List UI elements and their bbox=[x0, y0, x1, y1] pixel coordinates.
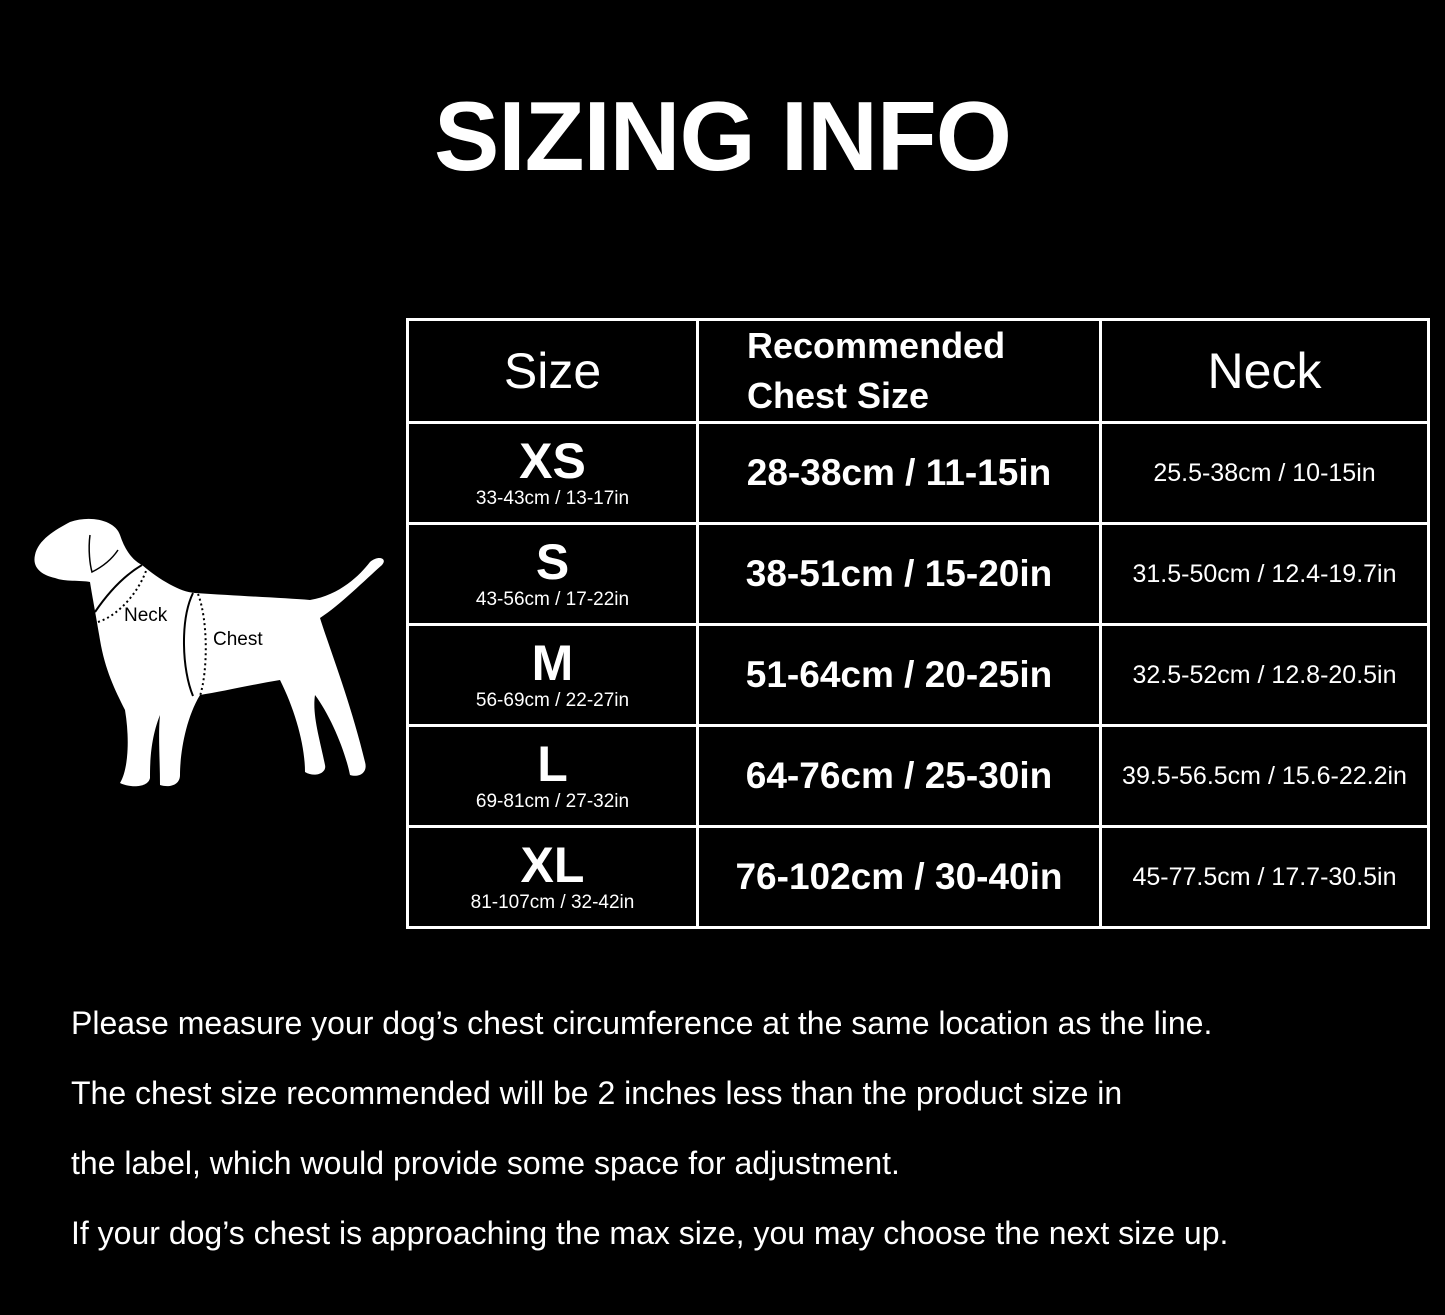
product-size: 56-69cm / 22-27in bbox=[475, 690, 630, 711]
page-title: SIZING INFO bbox=[434, 81, 1012, 191]
neck-cell: 25.5-38cm / 10-15in bbox=[1099, 421, 1430, 525]
table-row: XL 81-107cm / 32-42in 76-102cm / 30-40in … bbox=[406, 825, 1430, 929]
chest-cell: 28-38cm / 11-15in bbox=[696, 421, 1102, 525]
neck-cell: 39.5-56.5cm / 15.6-22.2in bbox=[1099, 724, 1430, 828]
size-table: Size Recommended Chest Size Neck XS 33-43c… bbox=[406, 318, 1430, 929]
note-line: If your dog’s chest is approaching the m… bbox=[71, 1215, 1229, 1251]
size-cell: L 69-81cm / 27-32in bbox=[406, 724, 699, 828]
table-row: S 43-56cm / 17-22in 38-51cm / 15-20in 31.… bbox=[406, 522, 1430, 626]
neck-dotted-line bbox=[97, 567, 148, 623]
chest-dotted-line bbox=[197, 593, 207, 697]
note-line: Please measure your dog’s chest circumfe… bbox=[71, 1005, 1213, 1041]
neck-label: Neck bbox=[124, 605, 168, 626]
header-chest: Recommended Chest Size bbox=[696, 318, 1102, 424]
table-header-row: Size Recommended Chest Size Neck bbox=[406, 318, 1430, 424]
size-cell: M 56-69cm / 22-27in bbox=[406, 623, 699, 727]
note-line: the label, which would provide some spac… bbox=[71, 1145, 900, 1181]
table-row: M 56-69cm / 22-27in 51-64cm / 20-25in 32.… bbox=[406, 623, 1430, 727]
header-size: Size bbox=[406, 318, 699, 424]
note-line: The chest size recommended will be 2 inc… bbox=[71, 1075, 1123, 1111]
size-label: M bbox=[531, 635, 574, 691]
neck-cell: 32.5-52cm / 12.8-20.5in bbox=[1099, 623, 1430, 727]
neck-line bbox=[94, 564, 143, 613]
chest-cell: 64-76cm / 25-30in bbox=[696, 724, 1102, 828]
header-chest-line2: Chest Size bbox=[747, 375, 930, 416]
dog-ear bbox=[88, 534, 119, 574]
neck-cell: 45-77.5cm / 17.7-30.5in bbox=[1099, 825, 1430, 929]
table-row: XS 33-43cm / 13-17in 28-38cm / 11-15in 25… bbox=[406, 421, 1430, 525]
product-size: 69-81cm / 27-32in bbox=[475, 791, 630, 812]
dog-silhouette bbox=[34, 518, 384, 787]
chest-cell: 38-51cm / 15-20in bbox=[696, 522, 1102, 626]
product-size: 33-43cm / 13-17in bbox=[475, 488, 630, 509]
size-cell: XL 81-107cm / 32-42in bbox=[406, 825, 699, 929]
chest-cell: 76-102cm / 30-40in bbox=[696, 825, 1102, 929]
header-neck: Neck bbox=[1099, 318, 1430, 424]
chest-cell: 51-64cm / 20-25in bbox=[696, 623, 1102, 727]
size-cell: S 43-56cm / 17-22in bbox=[406, 522, 699, 626]
measurement-notes: Please measure your dog’s chest circumfe… bbox=[71, 1000, 1228, 1280]
header-chest-line1: Recommended bbox=[747, 325, 1006, 366]
product-size: 81-107cm / 32-42in bbox=[470, 892, 635, 913]
neck-cell: 31.5-50cm / 12.4-19.7in bbox=[1099, 522, 1430, 626]
product-size: 43-56cm / 17-22in bbox=[475, 589, 630, 610]
size-cell: XS 33-43cm / 13-17in bbox=[406, 421, 699, 525]
table-row: L 69-81cm / 27-32in 64-76cm / 25-30in 39.… bbox=[406, 724, 1430, 828]
size-label: XS bbox=[519, 433, 586, 489]
size-label: S bbox=[535, 534, 570, 590]
size-label: L bbox=[537, 736, 568, 792]
chest-label: Chest bbox=[213, 629, 263, 650]
size-label: XL bbox=[520, 837, 585, 893]
chest-line bbox=[183, 592, 194, 697]
dog-measurement-diagram: Neck Chest bbox=[34, 518, 384, 787]
